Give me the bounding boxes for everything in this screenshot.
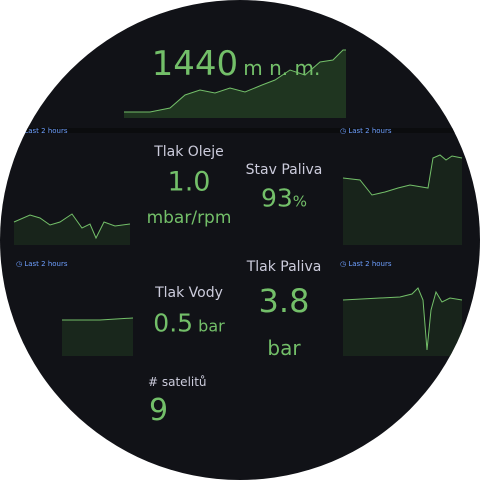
panel-title: # satelitů — [148, 375, 207, 389]
stat-unit: mbar/rpm — [146, 208, 232, 228]
time-range: ◷ Last 2 hours — [340, 127, 392, 135]
sparkline-area — [124, 50, 346, 118]
time-range-label: Last 2 hours — [24, 127, 68, 135]
stat-unit: bar — [198, 316, 225, 336]
time-range: ◷ Last 2 hours — [16, 127, 68, 135]
sparkline-area — [14, 214, 130, 245]
sparkline — [62, 317, 134, 321]
stat-value: 3.8 — [258, 282, 310, 320]
sparkline-area — [343, 155, 462, 245]
stat-value: 93 — [260, 183, 293, 213]
sparkline — [342, 154, 463, 196]
sparkline — [342, 287, 463, 351]
stat-unit: m n. m. — [243, 56, 321, 80]
time-range: ◷ Last 2 hours — [16, 260, 68, 268]
stat-value: 1440 — [151, 44, 239, 84]
sparkline-area — [343, 288, 462, 356]
row-divider — [0, 128, 480, 133]
stat: 1440 m n. m. — [152, 44, 321, 84]
stat: 0.5 bar — [153, 309, 224, 338]
time-range-label: Last 2 hours — [348, 260, 392, 268]
stat-value: 0.5 — [153, 308, 194, 338]
panel-title: Stav Paliva — [245, 162, 323, 178]
stat-unit: % — [292, 192, 308, 211]
stat-value: 9 — [149, 393, 169, 428]
time-range: ◷ Last 2 hours — [340, 260, 392, 268]
sparkline — [13, 213, 131, 240]
panel-title: Tlak Oleje — [154, 144, 224, 160]
time-range-label: Last 2 hours — [348, 127, 392, 135]
sparkline — [124, 49, 346, 113]
time-range-label: Last 2 hours — [24, 260, 68, 268]
stat-unit: bar — [267, 336, 301, 360]
panel-title: Tlak Vody — [155, 285, 223, 301]
stat: 93% — [261, 184, 307, 213]
panel-title: Tlak Paliva — [246, 259, 322, 275]
sparkline-area — [62, 318, 133, 356]
stat-value: 1.0 — [167, 166, 211, 198]
